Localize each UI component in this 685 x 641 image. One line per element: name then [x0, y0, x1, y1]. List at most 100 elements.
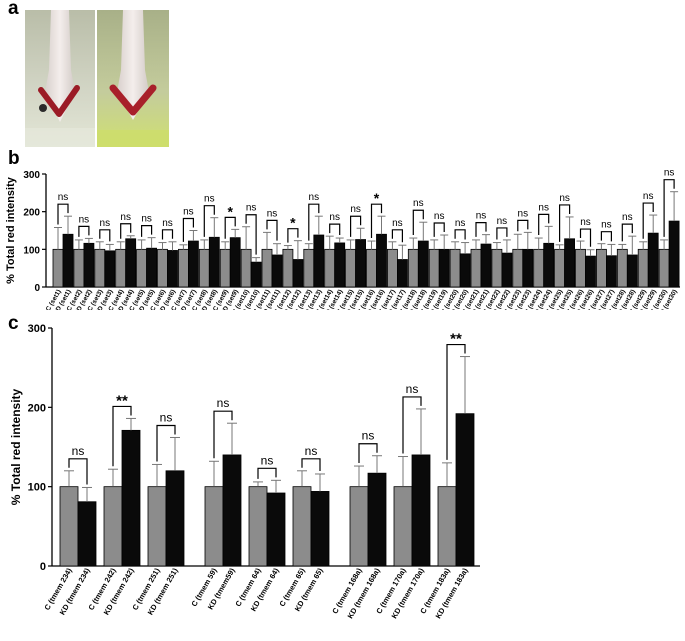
bar-knockdown: [83, 242, 95, 288]
significance-bracket: [112, 405, 132, 467]
significance-bracket: [559, 204, 571, 242]
bar-control: [596, 248, 607, 288]
y-tick-label: 200: [23, 208, 40, 219]
bar-control: [115, 248, 127, 288]
bar-control: [73, 248, 85, 288]
bar-control: [554, 248, 565, 288]
bar-control: [449, 248, 461, 288]
significance-label: **: [450, 331, 462, 348]
significance-label: ns: [350, 204, 361, 215]
significance-label: ns: [329, 212, 340, 223]
significance-bracket: [642, 202, 654, 239]
y-tick-label: 300: [23, 170, 40, 181]
significance-bracket: [663, 179, 675, 237]
significance-label: *: [290, 215, 296, 231]
significance-bracket: [141, 225, 153, 237]
bar-knockdown: [543, 242, 555, 288]
significance-label: ns: [72, 444, 85, 458]
bar-control: [393, 486, 413, 567]
bar-knockdown: [501, 252, 513, 288]
bar-knockdown: [417, 240, 429, 288]
significance-bracket: [358, 443, 378, 464]
bar-control: [386, 248, 398, 288]
significance-label: ns: [601, 220, 612, 231]
significance-label: ns: [664, 168, 675, 179]
bar-control: [282, 248, 294, 288]
significance-bracket: [433, 222, 445, 237]
bar-control: [437, 486, 457, 567]
panel-label-c: c: [8, 313, 19, 334]
bar-knockdown: [77, 501, 97, 567]
significance-label: ns: [79, 214, 90, 225]
bar-knockdown: [266, 492, 286, 567]
significance-label: ns: [305, 444, 318, 458]
significance-label: ns: [160, 410, 173, 424]
bar-control: [324, 248, 336, 288]
bar-knockdown: [334, 242, 346, 288]
significance-label: ns: [559, 193, 570, 204]
bar-control: [103, 486, 123, 567]
significance-bracket: [203, 205, 215, 237]
bar-control: [349, 486, 369, 567]
bar-control: [345, 248, 357, 288]
y-tick-label: 300: [28, 323, 46, 335]
bar-knockdown: [459, 253, 471, 288]
y-tick-label: 0: [40, 561, 46, 573]
bar-knockdown: [125, 238, 137, 288]
bar-control: [136, 248, 148, 288]
bar-knockdown: [167, 250, 178, 288]
bar-knockdown: [585, 255, 596, 288]
significance-bracket: [245, 214, 257, 255]
significance-label: ns: [183, 207, 194, 218]
bar-knockdown: [250, 261, 262, 288]
significance-bracket: [99, 229, 111, 242]
significance-bracket: [391, 229, 403, 243]
bar-knockdown: [292, 259, 304, 288]
bar-control: [512, 248, 524, 288]
photo-control: [25, 10, 95, 147]
significance-bracket: [579, 228, 592, 247]
significance-bracket: [402, 396, 422, 454]
significance-label: ns: [217, 396, 230, 410]
bar-control: [575, 248, 586, 288]
bar-knockdown: [271, 254, 283, 288]
significance-label: ns: [141, 214, 152, 225]
bar-knockdown: [313, 234, 325, 288]
significance-label: ns: [309, 192, 320, 203]
bar-knockdown: [310, 491, 330, 567]
photo-knockdown: [97, 10, 169, 147]
bar-control: [240, 248, 252, 288]
bar-control: [292, 486, 312, 567]
bar-control: [533, 248, 545, 288]
significance-bracket: [57, 203, 69, 225]
significance-label: *: [227, 203, 233, 219]
bar-knockdown: [229, 237, 241, 288]
significance-label: ns: [58, 192, 69, 203]
bar-knockdown: [564, 238, 575, 288]
zebrafish-photos: [25, 10, 169, 147]
significance-label: **: [116, 392, 128, 409]
bar-control: [94, 248, 106, 288]
bar-knockdown: [647, 232, 659, 288]
bar-knockdown: [187, 240, 199, 288]
bar-knockdown: [146, 247, 158, 288]
bar-knockdown: [455, 413, 475, 567]
significance-bracket: [446, 343, 466, 460]
significance-label: ns: [100, 218, 111, 229]
bar-knockdown: [626, 254, 638, 288]
significance-bracket: [517, 219, 529, 232]
bar-knockdown: [62, 233, 74, 288]
bar-knockdown: [376, 233, 387, 288]
y-tick-label: 0: [34, 283, 40, 294]
bar-knockdown: [606, 255, 617, 288]
significance-bracket: [370, 203, 383, 239]
bar-control: [204, 486, 224, 567]
bar-control: [303, 248, 315, 288]
bar-knockdown: [367, 472, 387, 567]
bar-knockdown: [104, 250, 116, 288]
bar-knockdown: [411, 454, 431, 567]
bar-control: [177, 248, 189, 288]
significance-label: ns: [267, 208, 278, 219]
significance-label: ns: [406, 382, 419, 396]
